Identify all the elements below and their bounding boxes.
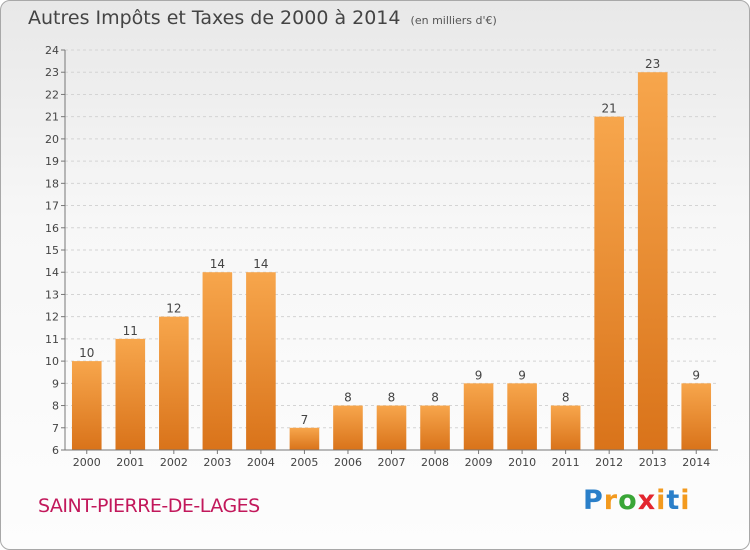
bar-value-label: 9	[692, 368, 700, 382]
bar-value-label: 10	[79, 346, 94, 360]
logo-letter: i	[680, 485, 691, 516]
x-tick-label: 2009	[465, 456, 493, 469]
x-tick-label: 2001	[116, 456, 144, 469]
bar	[681, 383, 712, 450]
x-tick-label: 2003	[203, 456, 231, 469]
y-tick-label: 6	[52, 444, 59, 457]
chart-title-text: Autres Impôts et Taxes de 2000 à 2014	[28, 7, 401, 29]
chart-title: Autres Impôts et Taxes de 2000 à 2014 (e…	[28, 7, 497, 29]
x-tick-label: 2000	[73, 456, 101, 469]
y-tick-label: 15	[45, 244, 59, 257]
x-tick-label: 2011	[552, 456, 580, 469]
x-axis: 2000 2001 2002 2003 2004 2005 2006 2007 2008 2009…	[65, 449, 718, 469]
bar	[376, 405, 407, 450]
x-tick-label: 2013	[639, 456, 667, 469]
bar-value-label: 7	[301, 413, 309, 427]
y-tick-label: 22	[45, 88, 59, 101]
bar-value-label: 14	[253, 257, 268, 271]
bar	[420, 405, 450, 450]
y-tick-label: 23	[45, 66, 59, 79]
y-tick-label: 16	[45, 222, 59, 235]
logo-letter: x	[637, 485, 657, 516]
x-tick-label: 2002	[160, 456, 188, 469]
y-tick-label: 17	[45, 200, 59, 213]
bar	[550, 405, 581, 450]
bar-value-label: 9	[518, 368, 526, 382]
x-tick-label: 2010	[508, 456, 536, 469]
bar-value-label: 23	[645, 57, 660, 71]
bar	[637, 72, 668, 450]
y-tick-label: 21	[45, 111, 59, 124]
bar	[594, 116, 624, 451]
y-tick-label: 11	[45, 333, 59, 346]
y-tick-label: 24	[45, 44, 59, 57]
chart-unit: (en milliers d'€)	[410, 14, 497, 27]
bar-value-label: 8	[344, 391, 352, 405]
logo-letter: o	[618, 485, 638, 516]
y-axis: 6 7 8 9 10 11 12 13 14 15 16 17 18 19 20 21 22 23 24	[45, 44, 66, 457]
bar-value-label: 8	[388, 391, 396, 405]
bar	[246, 272, 276, 450]
y-tick-label: 14	[45, 266, 59, 279]
bar	[202, 272, 233, 450]
bar-value-label: 8	[562, 391, 570, 405]
x-tick-label: 2005	[290, 456, 318, 469]
x-tick-label: 2012	[595, 456, 623, 469]
logo-letter: t	[666, 485, 681, 516]
bar	[507, 383, 537, 450]
value-labels: 10 11 12 14 14 7 8 8 8 9 9 8 21 23 9	[79, 57, 700, 427]
x-tick-label: 2004	[247, 456, 275, 469]
bar	[115, 338, 146, 450]
y-tick-label: 20	[45, 133, 59, 146]
bar	[289, 427, 320, 450]
y-tick-label: 18	[45, 177, 59, 190]
y-tick-label: 13	[45, 288, 59, 301]
y-tick-label: 10	[45, 355, 59, 368]
bar-value-label: 9	[475, 368, 483, 382]
bar	[71, 361, 102, 450]
bar	[463, 383, 494, 450]
x-tick-label: 2014	[682, 456, 710, 469]
x-tick-label: 2007	[378, 456, 406, 469]
y-tick-label: 19	[45, 155, 59, 168]
bar	[333, 405, 363, 450]
logo-letter: P	[583, 485, 604, 516]
logo-letter: r	[603, 485, 619, 516]
y-tick-label: 8	[52, 400, 59, 413]
bar-value-label: 21	[602, 102, 617, 116]
bar	[159, 316, 189, 450]
bar-value-label: 8	[431, 391, 439, 405]
y-tick-label: 12	[45, 311, 59, 324]
y-tick-label: 9	[52, 377, 59, 390]
logo-letter: i	[656, 485, 667, 516]
commune-name: SAINT-PIERRE-DE-LAGES	[38, 495, 260, 517]
x-tick-label: 2008	[421, 456, 449, 469]
proxiti-logo: Proxiti	[583, 485, 691, 516]
bar-value-label: 12	[166, 302, 181, 316]
x-tick-label: 2006	[334, 456, 362, 469]
bars	[71, 72, 712, 451]
bar-value-label: 11	[123, 324, 138, 338]
bar-value-label: 14	[210, 257, 225, 271]
y-tick-label: 7	[52, 422, 59, 435]
